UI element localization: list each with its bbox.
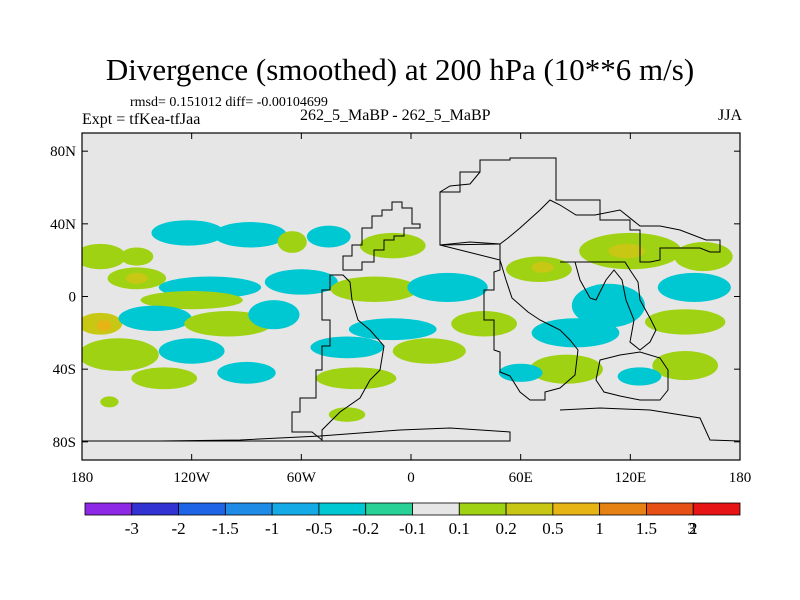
field-region-21: [644, 309, 726, 335]
field-region-36: [131, 367, 198, 390]
colorbar-swatch: [271, 502, 320, 516]
field-region-24: [118, 305, 192, 332]
colorbar-swatch: [412, 502, 460, 516]
colorbar-swatch: [365, 502, 413, 516]
field-region-30: [82, 338, 159, 371]
field-region-29: [531, 318, 620, 348]
x-tick-label: 120E: [614, 470, 646, 486]
field-region-31: [158, 338, 225, 364]
field-region-12: [330, 276, 419, 302]
colorbar-swatch: [178, 502, 226, 516]
field-region-4: [306, 225, 351, 248]
field-region-13: [407, 272, 488, 302]
season-label: JJA: [717, 107, 742, 124]
coastline-south-america: [291, 274, 385, 442]
y-tick-label: 80N: [50, 144, 76, 160]
field-region-11: [264, 269, 338, 295]
coastline-africa: [439, 241, 579, 401]
comparison-label: 262_5_MaBP - 262_5_MaBP: [300, 107, 491, 124]
field-region-23: [96, 320, 112, 332]
y-tick-label: 0: [69, 290, 77, 306]
colorbar-swatch: [692, 502, 741, 516]
colorbar-label: 1.5: [636, 519, 657, 538]
colorbar-label: 0.5: [542, 519, 563, 538]
field-region-38: [498, 363, 543, 382]
colorbar-swatch: [458, 502, 507, 516]
stats-text: rmsd= 0.151012 diff= -0.00104699: [130, 95, 328, 110]
colorbar-label: 0.2: [495, 519, 516, 538]
field-region-33: [392, 338, 466, 364]
y-tick-label: 40S: [53, 362, 76, 378]
field-region-19: [657, 272, 731, 302]
field-region-18: [674, 242, 733, 272]
colorbar-label: -0.1: [399, 519, 426, 538]
x-tick-label: 180: [729, 470, 752, 486]
colorbar-label: 1: [595, 519, 604, 538]
field-region-8: [125, 272, 148, 284]
field-region-34: [529, 354, 603, 384]
colorbar-label: 0.1: [449, 519, 470, 538]
field-region-41: [328, 407, 366, 422]
colorbar-label: -3: [125, 519, 139, 538]
field-region-0: [82, 243, 126, 270]
colorbar-swatch: [224, 502, 273, 516]
colorbar-swatch: [646, 502, 694, 516]
coastline-antarctica: [82, 407, 740, 442]
field-region-32: [310, 336, 384, 359]
colorbar-swatch: [131, 502, 179, 516]
colorbar-swatch: [552, 502, 601, 516]
colorbar-swatch: [599, 502, 647, 516]
field-region-35: [652, 351, 719, 381]
x-tick-label: 60W: [287, 470, 317, 486]
plot-title: Divergence (smoothed) at 200 hPa (10**6 …: [105, 52, 695, 87]
colorbar-label: -0.5: [305, 519, 332, 538]
field-region-26: [248, 300, 300, 330]
field-region-5: [277, 231, 307, 253]
field-region-40: [617, 367, 662, 386]
colorbar-label: -1.5: [212, 519, 239, 538]
field-region-6: [359, 232, 426, 259]
x-tick-label: 0: [407, 470, 415, 486]
field-region-15: [531, 261, 554, 273]
field-region-17: [608, 243, 645, 259]
colorbar-swatch: [318, 502, 367, 516]
field-region-2: [151, 220, 225, 246]
colorbar-label: -2: [171, 519, 185, 538]
field-region-20: [571, 283, 645, 328]
field-region-3: [213, 222, 287, 248]
coastline-eurasia: [439, 157, 721, 263]
x-tick-label: 60E: [509, 470, 533, 486]
field-region-1: [120, 247, 154, 266]
y-tick-label: 80S: [53, 435, 76, 451]
y-tick-label: 40N: [50, 217, 76, 233]
field-region-27: [348, 318, 437, 341]
coastline-india-se-asia: [560, 261, 657, 351]
experiment-label: Expt = tfKea-tfJaa: [82, 111, 201, 128]
colorbar-swatch: [84, 502, 133, 516]
x-tick-label: 120W: [173, 470, 211, 486]
x-tick-label: 180: [71, 470, 94, 486]
field-region-42: [100, 396, 119, 408]
colorbar-label: -0.2: [352, 519, 379, 538]
field-region-39: [315, 367, 397, 390]
field-region-37: [217, 361, 276, 384]
field-region-28: [451, 311, 518, 337]
coastline-australia: [595, 351, 669, 401]
colorbar-label: 3: [687, 519, 696, 538]
colorbar-swatch: [505, 502, 554, 516]
colorbar-label: 2: [689, 519, 698, 538]
field-region-10: [140, 291, 243, 310]
coastline-greenland: [439, 171, 481, 193]
coastline-north-america: [342, 201, 421, 271]
colorbar-label: -1: [265, 519, 279, 538]
